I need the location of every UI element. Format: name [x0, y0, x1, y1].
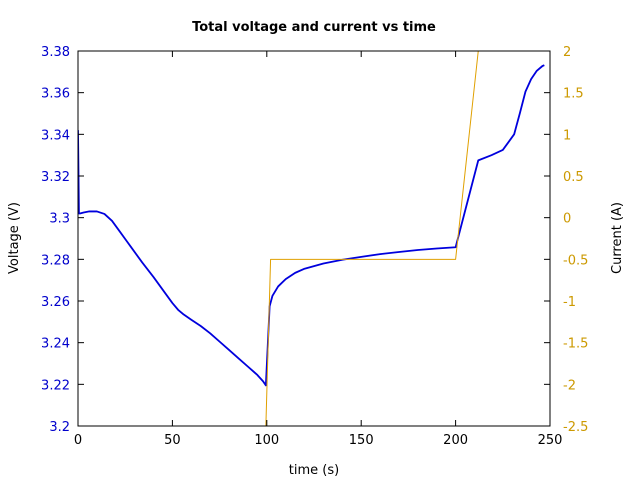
y-left-tick-label: 3.2: [49, 420, 70, 435]
y-left-tick-label: 3.22: [41, 378, 70, 393]
y-left-tick-label: 3.26: [41, 295, 70, 310]
y-left-tick-label: 3.28: [41, 253, 70, 268]
y-left-tick-label: 3.36: [41, 87, 70, 102]
x-tick-label: 50: [164, 433, 181, 448]
x-axis-label: time (s): [289, 463, 339, 478]
y-left-tick-label: 3.32: [41, 170, 70, 185]
current-series-line: [265, 51, 479, 426]
y-right-tick-label: -1.5: [563, 337, 588, 352]
ticks-layer: 0 50 100 150 200 250 3.2 3.22 3.24 3.26 3.28 3.3 3.3…: [41, 45, 588, 448]
x-tick-label: 200: [443, 433, 468, 448]
x-tick-label: 150: [349, 433, 374, 448]
y-right-tick-label: 0: [563, 212, 571, 227]
y-right-tick-label: -2: [563, 378, 576, 393]
y-right-tick-label: 1: [563, 128, 571, 143]
plot-area: [78, 51, 545, 426]
plot-frame: [77, 50, 551, 427]
voltage-series-line: [78, 64, 545, 387]
y-right-tick-label: 2: [563, 45, 571, 60]
chart-title: Total voltage and current vs time: [192, 20, 436, 35]
y-right-tick-label: -0.5: [563, 253, 588, 268]
x-tick-label: 250: [538, 433, 563, 448]
y-left-tick-label: 3.24: [41, 337, 70, 352]
y-right-axis-label: Current (A): [610, 202, 625, 274]
y-left-tick-label: 3.34: [41, 128, 70, 143]
y-right-tick-label: -1: [563, 295, 576, 310]
x-tick-label: 100: [254, 433, 279, 448]
y-right-tick-label: 1.5: [563, 87, 584, 102]
x-tick-label: 0: [74, 433, 82, 448]
y-left-axis-label: Voltage (V): [7, 202, 22, 274]
y-right-tick-label: -2.5: [563, 420, 588, 435]
y-left-tick-label: 3.38: [41, 45, 70, 60]
y-left-tick-label: 3.3: [49, 212, 70, 227]
y-right-tick-label: 0.5: [563, 170, 584, 185]
